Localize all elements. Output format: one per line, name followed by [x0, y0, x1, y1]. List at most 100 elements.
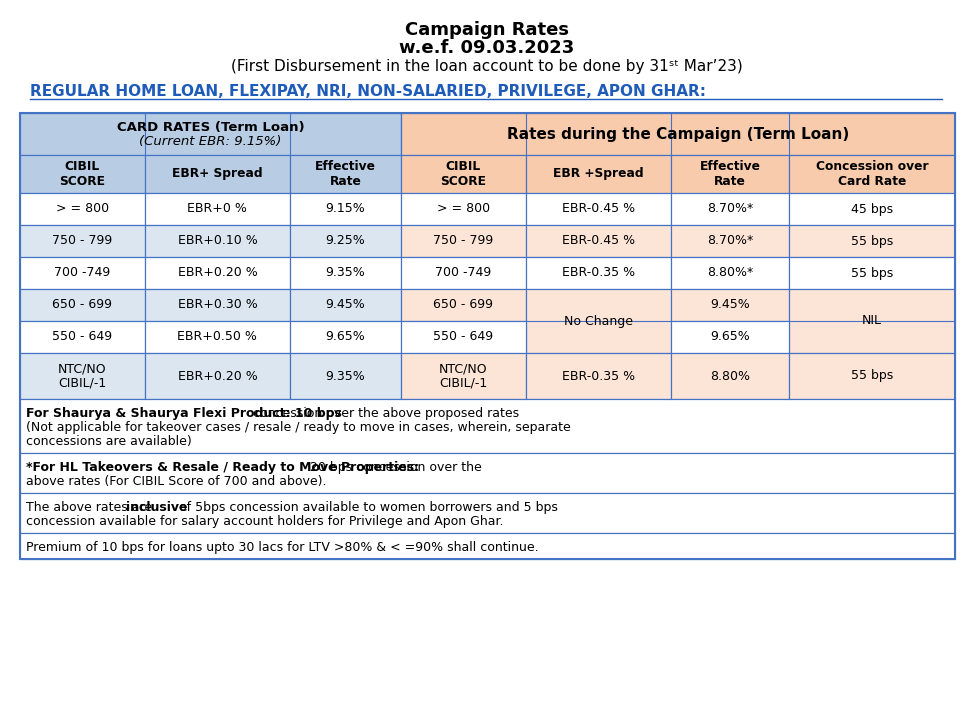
Bar [526, 155, 671, 193]
Bar [526, 289, 671, 353]
Bar [144, 353, 291, 399]
Text: 9.65%: 9.65% [710, 331, 750, 343]
Bar [20, 113, 401, 155]
Text: concession available for salary account holders for Privilege and Apon Ghar.: concession available for salary account … [26, 515, 503, 528]
Text: inclusive: inclusive [127, 501, 188, 514]
Text: 550 - 649: 550 - 649 [53, 331, 112, 343]
Text: > = 800: > = 800 [437, 202, 489, 216]
Bar [401, 257, 526, 289]
Bar [401, 353, 526, 399]
Bar [671, 289, 789, 321]
Text: EBR +Spread: EBR +Spread [553, 168, 644, 180]
Text: 550 - 649: 550 - 649 [433, 331, 493, 343]
Text: w.e.f. 09.03.2023: w.e.f. 09.03.2023 [400, 39, 574, 57]
Text: 750 - 799: 750 - 799 [53, 235, 112, 247]
Text: No Change: No Change [564, 314, 633, 328]
Text: EBR+0.50 %: EBR+0.50 % [177, 331, 257, 343]
Text: 650 - 699: 650 - 699 [433, 298, 493, 312]
Bar [789, 289, 955, 353]
Text: EBR-0.45 %: EBR-0.45 % [562, 235, 635, 247]
Bar [789, 193, 955, 225]
Text: (First Disbursement in the loan account to be done by 31ˢᵗ Mar’23): (First Disbursement in the loan account … [231, 59, 743, 75]
Text: 8.70%*: 8.70%* [707, 235, 753, 247]
Bar [20, 321, 144, 353]
Text: concession over the above proposed rates: concession over the above proposed rates [249, 407, 519, 420]
Text: 55 bps: 55 bps [851, 266, 893, 279]
Text: 8.80%*: 8.80%* [707, 266, 753, 279]
Text: (Not applicable for takeover cases / resale / ready to move in cases, wherein, s: (Not applicable for takeover cases / res… [26, 421, 570, 434]
Bar [144, 155, 291, 193]
Bar [291, 321, 401, 353]
Bar [526, 257, 671, 289]
Bar [401, 193, 526, 225]
Text: 55 bps: 55 bps [851, 369, 893, 383]
Bar [401, 155, 526, 193]
Text: NTC/NO
CIBIL/-1: NTC/NO CIBIL/-1 [58, 362, 106, 390]
Text: 8.70%*: 8.70%* [707, 202, 753, 216]
Bar [671, 353, 789, 399]
Bar [144, 193, 291, 225]
Bar [20, 453, 955, 493]
Text: CIBIL
SCORE: CIBIL SCORE [59, 160, 105, 188]
Text: *For HL Takeovers & Resale / Ready to Move Properties:: *For HL Takeovers & Resale / Ready to Mo… [26, 461, 419, 474]
Text: EBR-0.45 %: EBR-0.45 % [562, 202, 635, 216]
Bar [20, 257, 144, 289]
Bar [20, 193, 144, 225]
Text: 20 bps concession over the: 20 bps concession over the [306, 461, 482, 474]
Bar [291, 353, 401, 399]
Text: CARD RATES (Term Loan): CARD RATES (Term Loan) [117, 121, 304, 135]
Bar [671, 193, 789, 225]
Text: 700 -749: 700 -749 [435, 266, 491, 279]
Bar [401, 225, 526, 257]
Text: The above rates are: The above rates are [26, 501, 156, 514]
Bar [401, 289, 526, 321]
Text: EBR-0.35 %: EBR-0.35 % [562, 369, 635, 383]
Text: 9.25%: 9.25% [326, 235, 366, 247]
Bar [20, 533, 955, 559]
Text: For Shaurya & Shaurya Flexi Product: 10 bps: For Shaurya & Shaurya Flexi Product: 10 … [26, 407, 342, 420]
Bar [144, 257, 291, 289]
Bar [144, 289, 291, 321]
Text: EBR+0.20 %: EBR+0.20 % [177, 266, 257, 279]
Bar [291, 155, 401, 193]
Text: 9.65%: 9.65% [326, 331, 366, 343]
Text: EBR+0 %: EBR+0 % [187, 202, 248, 216]
Text: EBR-0.35 %: EBR-0.35 % [562, 266, 635, 279]
Bar [526, 353, 671, 399]
Bar [789, 155, 955, 193]
Text: Premium of 10 bps for loans upto 30 lacs for LTV >80% & < =90% shall continue.: Premium of 10 bps for loans upto 30 lacs… [26, 541, 538, 554]
Text: 9.35%: 9.35% [326, 266, 366, 279]
Bar [20, 399, 955, 453]
Text: REGULAR HOME LOAN, FLEXIPAY, NRI, NON-SALARIED, PRIVILEGE, APON GHAR:: REGULAR HOME LOAN, FLEXIPAY, NRI, NON-SA… [30, 85, 706, 99]
Text: Effective
Rate: Effective Rate [699, 160, 760, 188]
Text: Concession over
Card Rate: Concession over Card Rate [815, 160, 928, 188]
Text: (Current EBR: 9.15%): (Current EBR: 9.15%) [139, 135, 282, 149]
Text: Rates during the Campaign (Term Loan): Rates during the Campaign (Term Loan) [507, 126, 849, 142]
Bar [144, 225, 291, 257]
Text: concessions are available): concessions are available) [26, 435, 192, 448]
Text: CIBIL
SCORE: CIBIL SCORE [441, 160, 487, 188]
Bar [401, 321, 526, 353]
Text: 750 - 799: 750 - 799 [433, 235, 493, 247]
Text: EBR+0.30 %: EBR+0.30 % [177, 298, 257, 312]
Bar [671, 225, 789, 257]
Bar [671, 321, 789, 353]
Text: 8.80%: 8.80% [710, 369, 750, 383]
Text: > = 800: > = 800 [56, 202, 109, 216]
Text: above rates (For CIBIL Score of 700 and above).: above rates (For CIBIL Score of 700 and … [26, 475, 327, 488]
Bar [20, 289, 144, 321]
Text: 45 bps: 45 bps [851, 202, 893, 216]
Bar [20, 155, 144, 193]
Bar [291, 289, 401, 321]
Text: Effective
Rate: Effective Rate [315, 160, 376, 188]
Text: 9.45%: 9.45% [326, 298, 366, 312]
Bar [20, 353, 144, 399]
Text: NTC/NO
CIBIL/-1: NTC/NO CIBIL/-1 [439, 362, 488, 390]
Text: EBR+0.20 %: EBR+0.20 % [177, 369, 257, 383]
Bar [20, 493, 955, 533]
Text: NIL: NIL [862, 314, 882, 328]
Text: 9.35%: 9.35% [326, 369, 366, 383]
Bar [291, 193, 401, 225]
Text: 650 - 699: 650 - 699 [53, 298, 112, 312]
Text: 9.15%: 9.15% [326, 202, 366, 216]
